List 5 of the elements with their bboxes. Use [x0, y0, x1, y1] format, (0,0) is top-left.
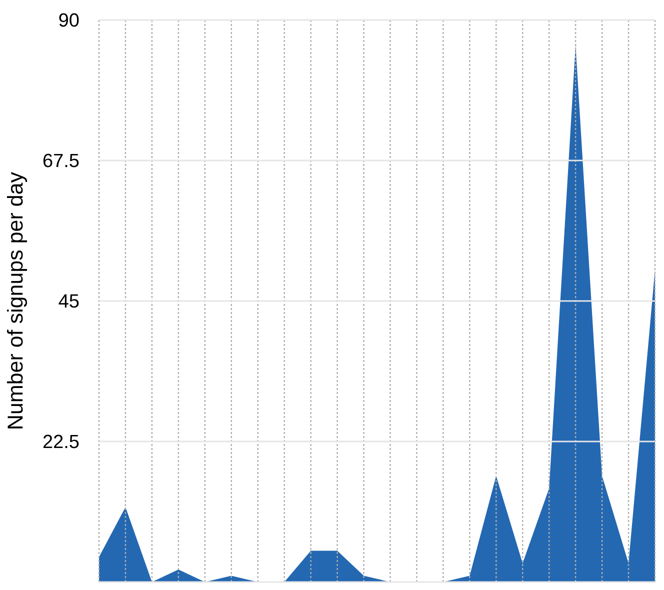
y-axis-title: Number of signups per day	[6, 172, 28, 428]
y-tick-label: 45	[58, 294, 79, 308]
y-tick-label: 90	[59, 13, 79, 27]
y-tick-label: 67.5	[43, 154, 79, 168]
y-tick-label: 22.5	[43, 434, 79, 448]
